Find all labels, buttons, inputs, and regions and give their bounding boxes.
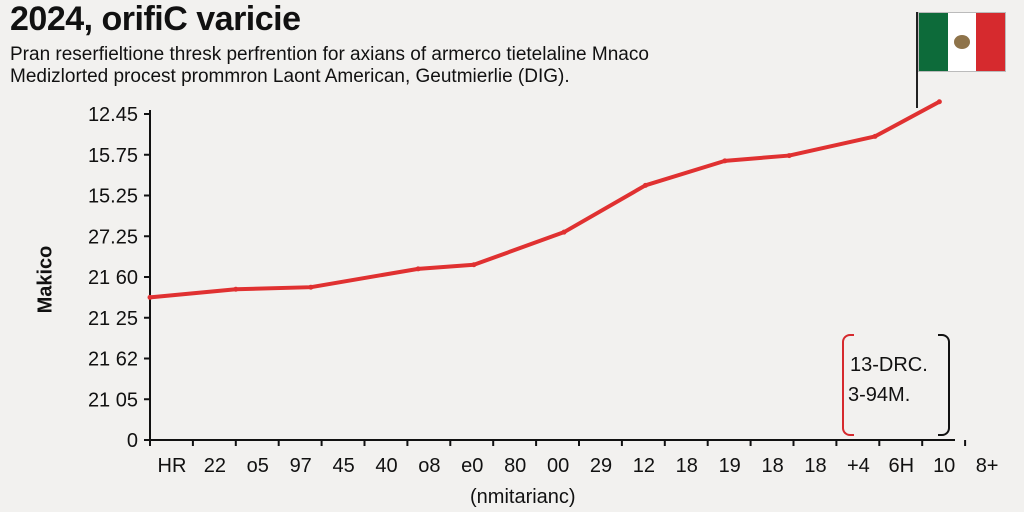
data-point — [415, 266, 421, 272]
data-point — [308, 284, 314, 290]
y-tick-label: 0 — [127, 430, 138, 452]
x-tick-label: +4 — [847, 455, 870, 477]
y-tick-label: 21 60 — [88, 267, 138, 289]
data-point — [936, 99, 942, 105]
x-tick-label: 18 — [676, 455, 698, 477]
data-point — [471, 262, 477, 268]
data-point — [722, 158, 728, 164]
x-tick-label: 12 — [633, 455, 655, 477]
x-tick-label: 19 — [719, 455, 741, 477]
subtitle-line-2: Medizlorted procest prommron Laont Ameri… — [10, 66, 570, 87]
x-tick-label: 80 — [504, 455, 526, 477]
data-point — [872, 133, 878, 139]
x-tick-label: 18 — [804, 455, 826, 477]
annotation-line-2: 3-94M. — [848, 384, 911, 406]
x-tick-label: 6H — [889, 455, 915, 477]
y-tick-label: 15.25 — [88, 186, 138, 208]
x-tick-label: 8+ — [976, 455, 999, 477]
x-tick-label: 10 — [933, 455, 955, 477]
x-tick-label: o5 — [247, 455, 269, 477]
y-tick-label: 27.25 — [88, 226, 138, 248]
y-tick-label: 21 25 — [88, 308, 138, 330]
flag-red-stripe — [976, 13, 1006, 71]
y-axis-label-wrap: Makico — [16, 230, 76, 330]
x-tick-label: o8 — [418, 455, 440, 477]
chart-subtitle: Pran reserfieltione thresk perfrention f… — [10, 44, 810, 88]
flagpole — [916, 12, 918, 108]
y-tick-label: 21 62 — [88, 349, 138, 371]
annotation-line-1: 13-DRC. — [850, 354, 928, 376]
data-point — [642, 182, 648, 188]
annotation-box: 13-DRC. 3-94M. — [842, 334, 950, 436]
x-tick-label: 22 — [204, 455, 226, 477]
mexico-flag-icon — [918, 12, 1006, 72]
annotation-bracket-left — [842, 334, 854, 436]
flag-green-stripe — [919, 13, 948, 71]
x-tick-label: e0 — [461, 455, 483, 477]
data-point — [233, 286, 239, 292]
x-tick-label: 29 — [590, 455, 612, 477]
x-tick-label: 97 — [290, 455, 312, 477]
x-tick-label: 40 — [375, 455, 397, 477]
flag-white-stripe — [947, 13, 977, 71]
x-tick-label: 00 — [547, 455, 569, 477]
x-tick-label: 18 — [761, 455, 783, 477]
x-tick-label: 45 — [332, 455, 354, 477]
x-tick-label: HR — [158, 455, 187, 477]
subtitle-line-1: Pran reserfieltione thresk perfrention f… — [10, 44, 649, 65]
y-axis-label: Makico — [34, 245, 57, 314]
annotation-bracket-right — [938, 334, 950, 436]
y-tick-label: 12.45 — [88, 104, 138, 126]
x-axis-label: (nmitarianc) — [470, 486, 576, 508]
series-line — [148, 99, 942, 300]
data-point — [786, 153, 792, 159]
data-point — [561, 229, 567, 235]
chart-title: 2024, orifiC varicie — [10, 0, 301, 38]
y-tick-label: 21 05 — [88, 389, 138, 411]
data-point — [147, 294, 153, 300]
flag-emblem-icon — [954, 35, 970, 49]
y-tick-label: 15.75 — [88, 145, 138, 167]
